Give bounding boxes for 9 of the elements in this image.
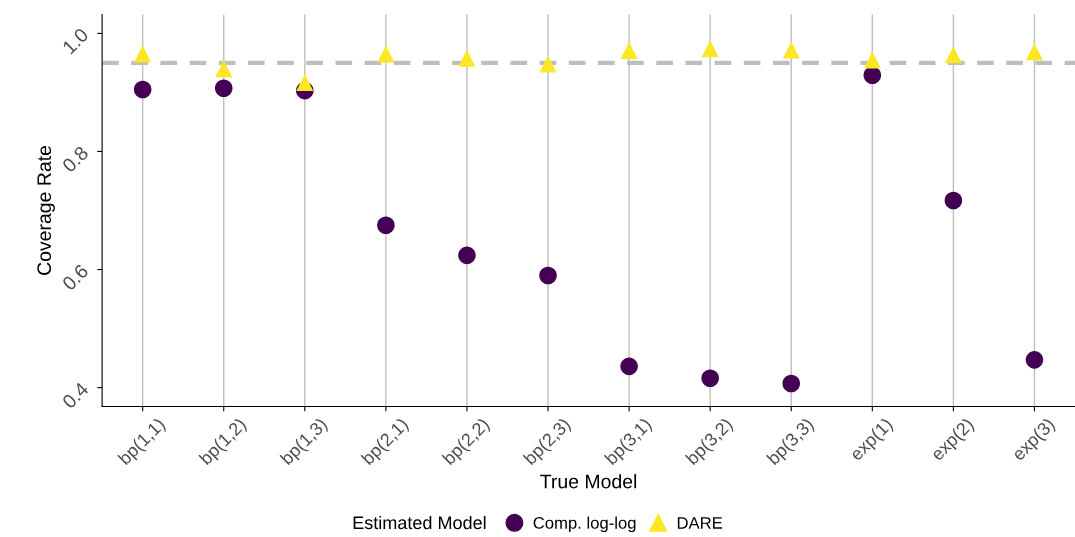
x-axis-title: True Model (540, 474, 637, 489)
legend-label: Comp. log-log (533, 516, 636, 533)
y-tick-label: 1.0 (61, 27, 90, 55)
legend-title: Estimated Model (353, 515, 486, 530)
y-tick-label: 0.8 (61, 145, 90, 174)
y-tick-label: 0.4 (61, 381, 90, 410)
y-axis-title: Coverage Rate (37, 145, 55, 275)
y-tick-label: 0.6 (61, 263, 90, 292)
legend-label: DARE (677, 517, 723, 529)
